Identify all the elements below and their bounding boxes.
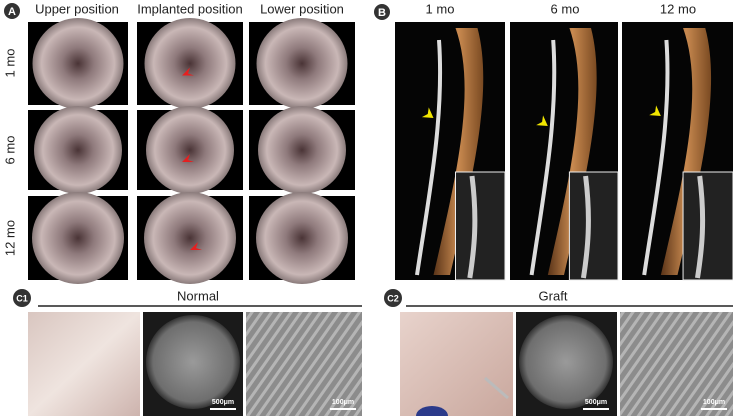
esophagus <box>642 39 670 276</box>
inset-lumen <box>695 175 706 279</box>
sem-disc <box>519 315 613 409</box>
row-label: 12 mo <box>2 220 17 256</box>
tissue-photo <box>28 312 140 416</box>
row-label: 6 mo <box>2 136 17 165</box>
scale-label: 500μm <box>585 399 607 406</box>
panel-badge <box>384 289 402 307</box>
endoscopy-grid <box>28 18 355 284</box>
glove <box>416 406 448 416</box>
sem-high <box>620 312 733 416</box>
arrow <box>649 105 661 117</box>
arrow <box>190 242 202 250</box>
tissue-photo <box>400 312 513 416</box>
endoscope-view <box>256 192 348 284</box>
endoscope-view <box>34 106 122 194</box>
row-label: 1 mo <box>2 49 17 78</box>
column-header: Implanted position <box>137 1 243 16</box>
column-header: 12 mo <box>660 1 696 16</box>
endoscope-view <box>256 18 348 109</box>
spine <box>547 28 597 275</box>
inset-lumen <box>467 175 478 279</box>
ct-images <box>395 22 733 281</box>
panel-label: B <box>378 7 386 19</box>
column-header: 6 mo <box>551 1 580 16</box>
column-header: Upper position <box>35 1 119 16</box>
spine <box>660 28 712 275</box>
panel-badge <box>374 4 390 20</box>
endoscope-view <box>144 18 236 109</box>
endoscope-view <box>258 106 346 194</box>
sem-disc <box>146 315 240 409</box>
column-header: Lower position <box>260 1 344 16</box>
endoscope-view <box>146 106 234 194</box>
arrow <box>421 107 434 118</box>
arrow <box>182 154 194 162</box>
panel-badge <box>13 289 31 307</box>
panel-label: C2 <box>387 293 399 303</box>
inset <box>568 171 619 281</box>
forceps <box>484 376 509 400</box>
endoscope-view <box>144 192 236 284</box>
arrow <box>182 67 194 76</box>
sem-high <box>246 312 362 416</box>
panel-title: Normal <box>177 288 219 303</box>
panel-label: A <box>8 6 16 18</box>
panel-title: Graft <box>539 288 568 303</box>
scale-label: 100μm <box>703 399 725 406</box>
esophagus <box>415 39 443 276</box>
panel-badge <box>4 3 20 19</box>
endoscope-view <box>32 192 124 284</box>
spine <box>433 28 484 275</box>
panel-label: C1 <box>16 293 28 303</box>
scale-label: 100μm <box>332 399 354 406</box>
inset <box>455 171 506 281</box>
arrow <box>536 115 548 127</box>
scale-label: 500μm <box>212 399 234 406</box>
inset <box>682 171 733 281</box>
column-header: 1 mo <box>426 1 455 16</box>
endoscope-view <box>32 18 124 109</box>
esophagus <box>529 39 557 276</box>
inset-lumen <box>580 175 591 279</box>
